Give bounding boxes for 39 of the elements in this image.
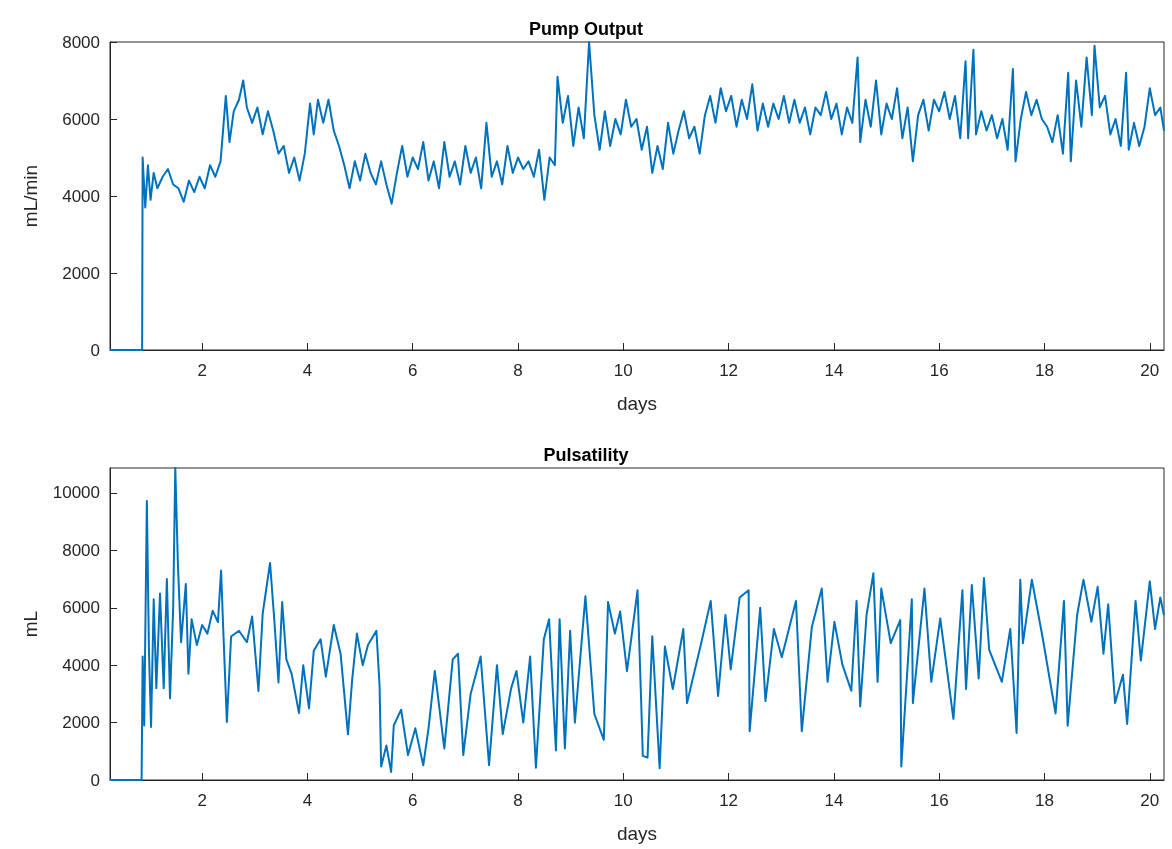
chart-title: Pump Output [529, 19, 643, 39]
y-tick-label: 4000 [62, 655, 100, 675]
x-tick-label: 4 [302, 361, 313, 380]
x-tick-label: 18 [1035, 791, 1054, 810]
x-tick-label: 12 [719, 791, 739, 810]
x-tick-label: 8 [513, 361, 523, 380]
x-tick-label: 14 [824, 361, 844, 380]
line-series [109, 41, 1165, 351]
y-tick-label: 10000 [52, 483, 100, 503]
x-axis-title: days [616, 823, 658, 844]
y-tick-label: 8000 [62, 32, 100, 52]
y-tick-label: 2000 [62, 263, 100, 283]
x-tick-label: 16 [929, 791, 949, 810]
y-tick-label: 2000 [62, 713, 100, 733]
x-tick-label: 20 [1140, 791, 1160, 810]
line-series [109, 467, 1165, 781]
y-tick-label: 6000 [62, 598, 100, 618]
y-axis-title: mL/min [20, 164, 41, 228]
x-tick-label: 2 [197, 791, 207, 810]
y-tick-label: 0 [90, 770, 100, 790]
x-tick-label: 12 [719, 361, 739, 380]
x-tick-label: 14 [824, 791, 844, 810]
y-tick-label: 0 [90, 340, 100, 360]
x-tick-label: 20 [1140, 361, 1160, 380]
x-axis-title: days [616, 393, 658, 414]
x-tick-label: 6 [407, 791, 418, 810]
y-tick-label: 6000 [62, 109, 100, 129]
x-tick-label: 10 [613, 361, 633, 380]
x-tick-label: 4 [302, 791, 313, 810]
x-tick-label: 18 [1035, 361, 1054, 380]
chart-title: Pulsatility [543, 445, 629, 465]
y-axis-title: mL [20, 610, 41, 638]
x-tick-label: 6 [407, 361, 418, 380]
x-tick-label: 16 [929, 361, 949, 380]
x-tick-label: 10 [613, 791, 633, 810]
x-tick-label: 2 [197, 361, 207, 380]
y-tick-label: 4000 [62, 186, 100, 206]
y-tick-label: 8000 [62, 540, 100, 560]
x-tick-label: 8 [513, 791, 523, 810]
